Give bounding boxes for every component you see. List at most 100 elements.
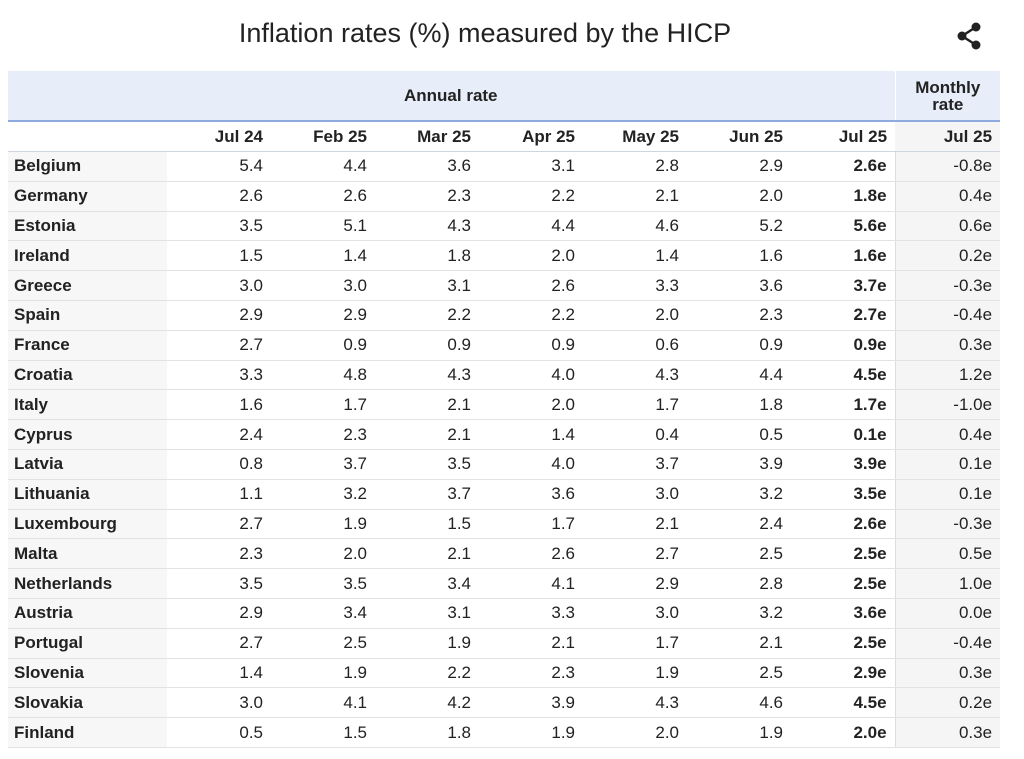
monthly-value-cell: -1.0e [894,389,1001,421]
annual-value-cell: 2.0 [687,181,791,212]
annual-value-cell: 3.3 [167,360,271,391]
table-row: Spain 2.9 2.9 2.2 2.2 2.0 2.3 2.7e -0.4e [8,300,1001,331]
annual-value-cell: 2.0 [583,300,687,331]
annual-value-cell: 1.4 [583,240,687,272]
country-cell: Germany [8,181,167,212]
annual-value-cell: 2.2 [479,181,583,212]
annual-value-cell: 1.7 [271,389,375,421]
monthly-rate-header: Monthly rate [894,71,1001,122]
annual-value-cell: 1.8 [375,240,479,272]
latest-annual-value-cell: 1.8e [791,181,896,212]
annual-value-cell: 3.0 [583,598,687,629]
latest-annual-value-cell: 3.6e [791,598,896,629]
table-row: Finland 0.5 1.5 1.8 1.9 2.0 1.9 2.0e 0.3e [8,717,1001,748]
table-row: Lithuania 1.1 3.2 3.7 3.6 3.0 3.2 3.5e 0.1e [8,479,1001,510]
table-row: Latvia 0.8 3.7 3.5 4.0 3.7 3.9 3.9e 0.1e [8,449,1001,480]
monthly-value-cell: 0.3e [894,658,1001,689]
annual-value-cell: 1.6 [687,240,791,272]
latest-annual-value-cell: 1.7e [791,389,896,421]
annual-value-cell: 2.0 [479,389,583,421]
country-cell: Lithuania [8,479,167,510]
latest-annual-value-cell: 1.6e [791,240,896,272]
country-cell: Croatia [8,360,167,391]
table-row: Estonia 3.5 5.1 4.3 4.4 4.6 5.2 5.6e 0.6e [8,211,1001,242]
annual-value-cell: 2.3 [687,300,791,331]
annual-value-cell: 1.9 [375,628,479,659]
latest-annual-value-cell: 2.6e [791,151,896,182]
annual-value-cell: 3.0 [271,270,375,301]
annual-value-cell: 4.4 [687,360,791,391]
annual-value-cell: 3.4 [375,568,479,599]
annual-value-cell: 2.1 [687,628,791,659]
annual-value-cell: 1.5 [375,509,479,540]
country-cell: Greece [8,270,167,301]
annual-value-cell: 3.6 [687,270,791,301]
annual-value-cell: 3.6 [479,479,583,510]
annual-value-cell: 5.2 [687,211,791,242]
annual-value-cell: 4.6 [687,687,791,719]
annual-value-cell: 3.2 [271,479,375,510]
country-cell: Belgium [8,151,167,182]
latest-annual-value-cell: 2.5e [791,628,896,659]
latest-annual-value-cell: 2.0e [791,717,896,748]
share-icon [957,22,981,50]
country-cell: France [8,330,167,361]
annual-value-cell: 4.0 [479,360,583,391]
annual-value-cell: 3.3 [583,270,687,301]
table-row: Belgium 5.4 4.4 3.6 3.1 2.8 2.9 2.6e -0.8e [8,151,1001,182]
annual-value-cell: 2.5 [687,658,791,689]
annual-value-cell: 2.1 [479,628,583,659]
annual-value-cell: 0.5 [687,419,791,450]
table-row: Portugal 2.7 2.5 1.9 2.1 1.7 2.1 2.5e -0.4e [8,628,1001,659]
annual-value-cell: 2.8 [583,151,687,182]
column-header: May 25 [583,121,687,152]
annual-value-cell: 2.3 [375,181,479,212]
monthly-value-cell: -0.3e [894,270,1001,301]
annual-value-cell: 1.7 [479,509,583,540]
country-cell: Portugal [8,628,167,659]
monthly-value-cell: 0.3e [894,330,1001,361]
monthly-value-cell: 0.4e [894,181,1001,212]
annual-value-cell: 4.6 [583,211,687,242]
country-cell: Austria [8,598,167,629]
latest-annual-value-cell: 3.9e [791,449,896,480]
annual-value-cell: 1.9 [271,509,375,540]
annual-value-cell: 2.9 [167,598,271,629]
annual-value-cell: 2.7 [167,330,271,361]
annual-value-cell: 2.7 [583,538,687,570]
annual-value-cell: 2.2 [375,658,479,689]
table-row: Austria 2.9 3.4 3.1 3.3 3.0 3.2 3.6e 0.0e [8,598,1001,629]
annual-value-cell: 0.9 [271,330,375,361]
table-row: Luxembourg 2.7 1.9 1.5 1.7 2.1 2.4 2.6e -0.3e [8,509,1001,540]
annual-value-cell: 2.8 [687,568,791,599]
column-header: Jun 25 [687,121,791,152]
annual-value-cell: 2.2 [375,300,479,331]
annual-value-cell: 1.4 [479,419,583,450]
share-button[interactable] [954,22,984,50]
annual-value-cell: 3.5 [271,568,375,599]
annual-value-cell: 2.4 [687,509,791,540]
annual-value-cell: 0.5 [167,717,271,748]
annual-value-cell: 2.4 [167,419,271,450]
latest-annual-value-cell: 4.5e [791,360,896,391]
monthly-rate-label-line1: Monthly [915,77,981,97]
annual-value-cell: 3.7 [583,449,687,480]
annual-value-cell: 3.3 [479,598,583,629]
annual-value-cell: 3.1 [375,598,479,629]
country-cell: Netherlands [8,568,167,599]
annual-value-cell: 2.6 [167,181,271,212]
column-header-monthly: Jul 25 [895,121,1001,152]
table-row: Slovakia 3.0 4.1 4.2 3.9 4.3 4.6 4.5e 0.2e [8,687,1001,719]
monthly-value-cell: 0.3e [894,717,1001,748]
country-cell: Italy [8,389,167,421]
column-header: Jul 25 [791,121,896,152]
annual-value-cell: 1.4 [271,240,375,272]
monthly-value-cell: 1.0e [894,568,1001,599]
annual-value-cell: 2.0 [271,538,375,570]
annual-value-cell: 2.1 [375,419,479,450]
country-cell: Luxembourg [8,509,167,540]
country-cell: Malta [8,538,167,570]
latest-annual-value-cell: 3.5e [791,479,896,510]
latest-annual-value-cell: 2.5e [791,538,896,570]
table-body: Belgium 5.4 4.4 3.6 3.1 2.8 2.9 2.6e -0.8e German… [8,151,1001,748]
